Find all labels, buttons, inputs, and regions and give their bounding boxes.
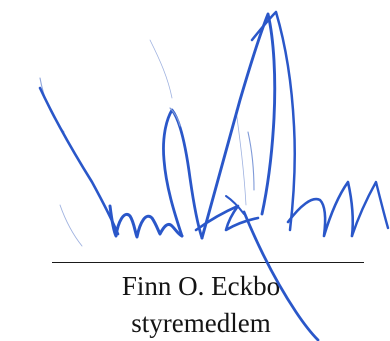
signatory-name: Finn O. Eckbo <box>121 271 281 301</box>
signatory-title: styremedlem <box>131 308 271 338</box>
signature-line <box>52 262 364 263</box>
